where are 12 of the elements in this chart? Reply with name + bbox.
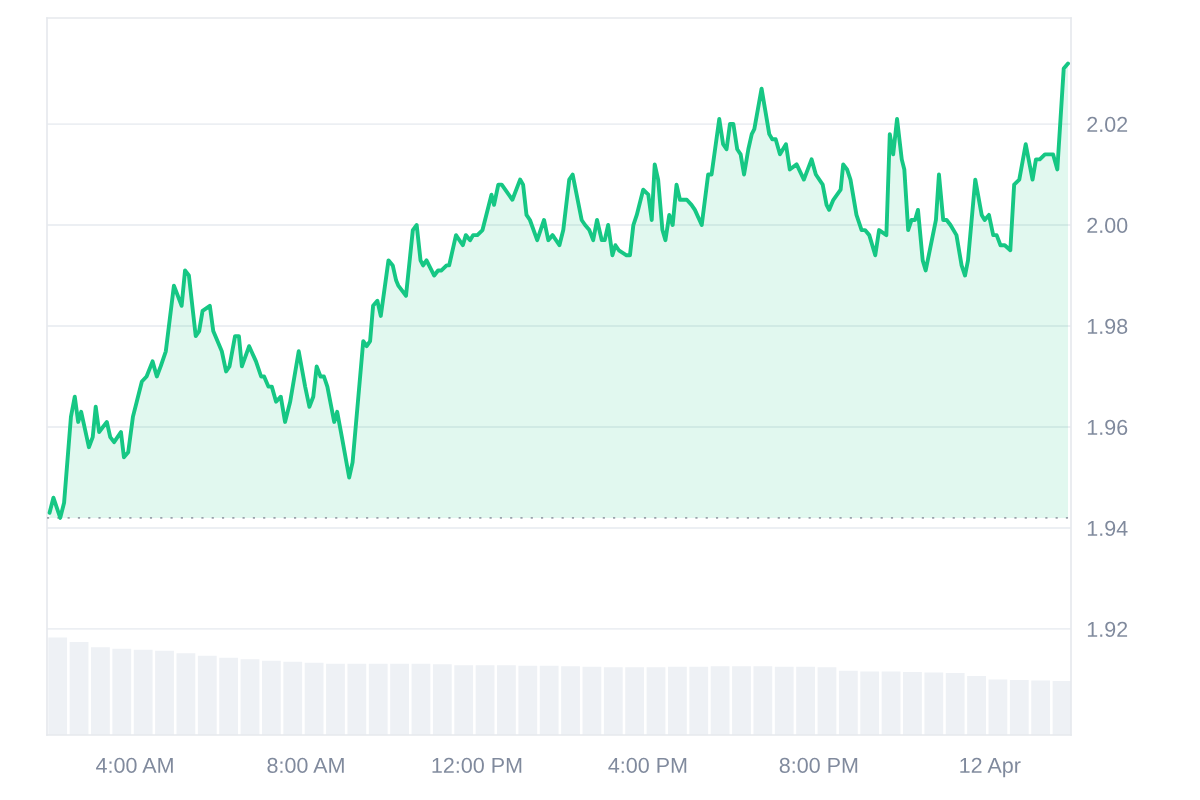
x-tick-label: 4:00 PM	[608, 757, 687, 774]
y-tick-label: 2.00	[1087, 217, 1128, 234]
x-tick-label: 12:00 PM	[432, 757, 522, 774]
x-tick-label: 4:00 AM	[96, 757, 173, 774]
y-tick-label: 1.94	[1087, 520, 1128, 536]
x-tick-label: 12 Apr	[960, 757, 1021, 778]
y-tick-label: 1.92	[1087, 621, 1128, 637]
y-tick-label: 1.96	[1087, 419, 1128, 436]
y-tick-label: 1.98	[1087, 318, 1128, 335]
x-tick-label: 8:00 PM	[779, 757, 858, 774]
x-tick-label: 8:00 AM	[267, 757, 344, 774]
y-tick-label: 2.02	[1087, 116, 1128, 133]
